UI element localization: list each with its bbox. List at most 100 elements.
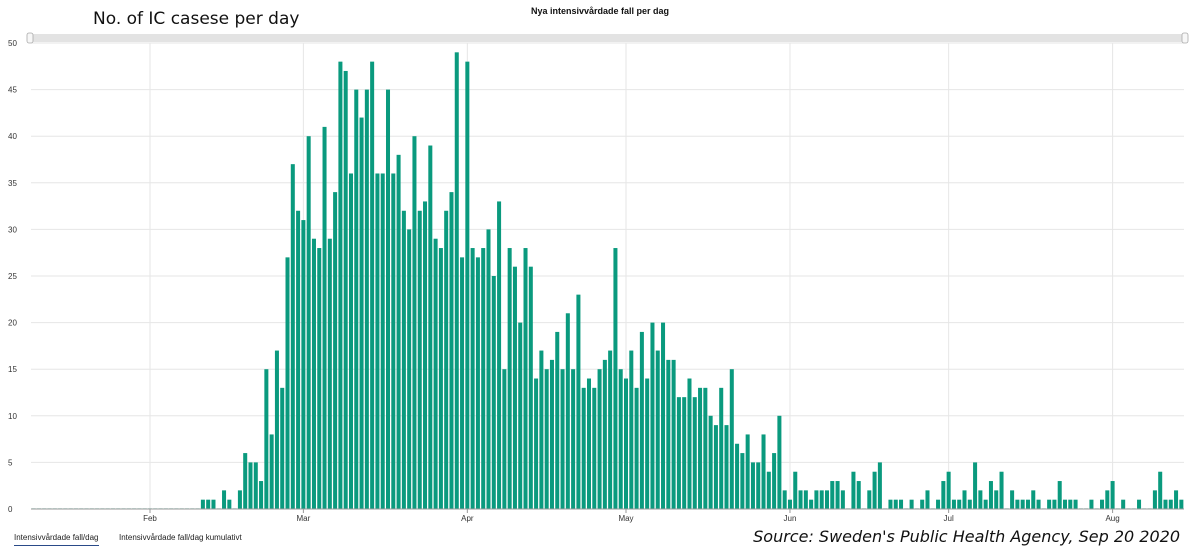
bar — [830, 481, 835, 509]
y-tick-label: 25 — [8, 272, 17, 281]
tab-daily-cases[interactable]: Intensivvårdade fall/dag — [14, 533, 99, 546]
bar — [343, 70, 348, 510]
bar — [994, 490, 999, 509]
bar — [248, 462, 253, 509]
bar — [481, 248, 486, 510]
bar — [534, 378, 539, 509]
bar — [1163, 499, 1168, 509]
bar — [692, 397, 697, 509]
bar — [613, 248, 618, 510]
bar — [391, 173, 396, 510]
bar — [576, 294, 581, 509]
bar — [243, 453, 248, 509]
bar — [475, 257, 480, 509]
y-tick-label: 5 — [8, 458, 13, 467]
y-tick-label: 35 — [8, 179, 17, 188]
bar — [290, 164, 295, 509]
bar — [460, 257, 465, 509]
bar — [502, 369, 507, 509]
bar — [259, 481, 264, 509]
bar — [639, 331, 644, 509]
bar — [650, 322, 655, 509]
bar — [856, 481, 861, 509]
bar — [824, 490, 830, 509]
bar — [1152, 490, 1157, 509]
bar — [359, 117, 364, 509]
bar — [486, 229, 491, 509]
bar — [851, 471, 856, 509]
bar — [713, 425, 718, 509]
bar — [1110, 481, 1115, 509]
bar — [877, 462, 882, 509]
scrollbar-handle-right — [1181, 32, 1189, 44]
bar — [1062, 499, 1068, 509]
bar — [348, 173, 353, 510]
bar — [565, 313, 570, 509]
bar — [698, 387, 703, 509]
tab-cumulative-cases[interactable]: Intensivvårdade fall/dag kumulativt — [119, 533, 242, 542]
y-tick-label: 20 — [8, 319, 17, 328]
bar — [438, 248, 443, 510]
bar — [629, 350, 634, 509]
bar — [200, 499, 205, 509]
y-tick-label: 45 — [8, 86, 17, 95]
bar — [618, 369, 623, 509]
bar — [549, 359, 554, 509]
bar — [936, 499, 941, 509]
range-scrollbar[interactable] — [26, 32, 1189, 44]
bar — [719, 387, 724, 509]
bar — [967, 499, 972, 509]
bar — [676, 397, 681, 509]
bar — [602, 359, 607, 509]
y-tick-label: 40 — [8, 132, 17, 141]
bars — [31, 52, 1184, 510]
bar — [274, 350, 279, 509]
bar — [666, 359, 671, 509]
y-tick-label: 0 — [8, 505, 13, 514]
bar — [1057, 481, 1062, 509]
bar — [338, 61, 343, 509]
bar — [756, 462, 761, 509]
bar — [523, 248, 528, 510]
bar — [206, 499, 211, 509]
bar — [645, 378, 650, 509]
bar — [401, 210, 406, 509]
bar — [317, 248, 322, 510]
bar — [592, 387, 597, 509]
bar — [840, 490, 845, 509]
bar — [555, 331, 560, 509]
bar — [1020, 499, 1025, 509]
bar — [893, 499, 898, 509]
bar — [772, 453, 777, 509]
bar — [375, 173, 380, 510]
bar — [978, 490, 983, 509]
x-tick-label: Jun — [784, 514, 797, 523]
bar — [608, 350, 613, 509]
bar — [899, 499, 904, 509]
bar — [396, 154, 401, 509]
bar — [412, 136, 417, 509]
bar — [867, 490, 872, 509]
bar — [750, 462, 755, 509]
bar — [703, 387, 708, 509]
bar — [941, 481, 946, 509]
bar — [909, 499, 914, 509]
bar — [433, 238, 438, 509]
bar — [1015, 499, 1020, 509]
bar — [1137, 499, 1142, 509]
bar — [211, 499, 216, 509]
x-tick-label: Feb — [143, 514, 157, 523]
bar — [322, 126, 327, 509]
y-tick-label: 30 — [8, 225, 17, 234]
bar — [766, 471, 771, 509]
bar — [597, 369, 602, 509]
bar — [671, 359, 676, 509]
bar — [385, 89, 391, 509]
bar — [624, 378, 629, 509]
bar — [380, 173, 385, 510]
bar — [1052, 499, 1057, 509]
bar — [661, 322, 666, 509]
bar — [729, 369, 734, 509]
bar — [957, 499, 962, 509]
